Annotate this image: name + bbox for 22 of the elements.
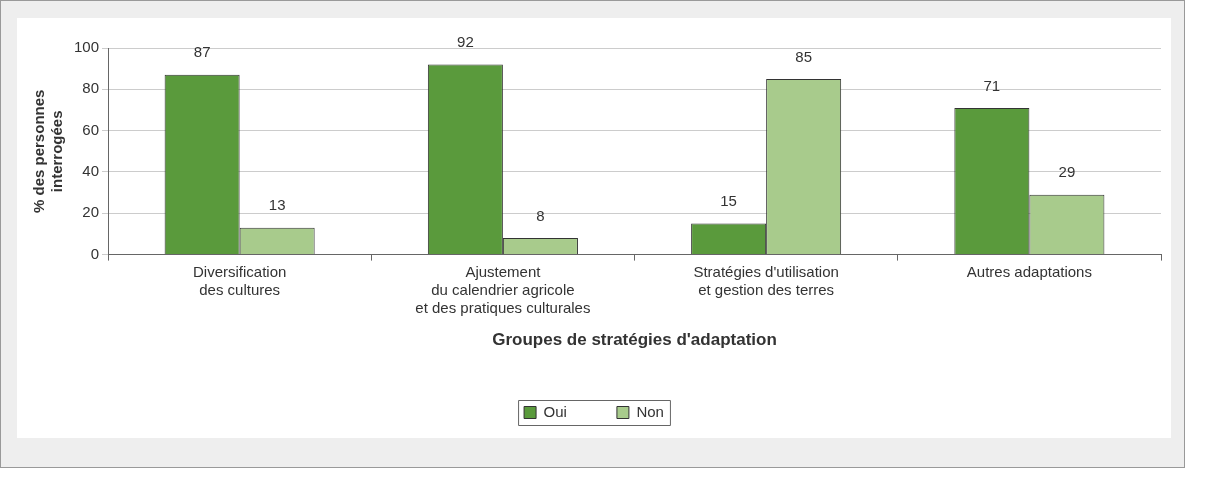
legend-label: Oui xyxy=(543,402,567,420)
x-axis-title: Groupes de stratégies d'adaptation xyxy=(492,330,777,350)
y-tick-label: 100 xyxy=(74,38,100,56)
data-label: 87 xyxy=(193,43,211,61)
data-label: 92 xyxy=(457,33,474,51)
x-tick-label: Stratégies d'utilisation et gestion des terres xyxy=(693,262,839,298)
y-tick-label: 0 xyxy=(90,244,100,262)
x-tick-label: Diversification des cultures xyxy=(192,262,287,298)
y-axis-title: % des personnes interrogées xyxy=(30,89,66,213)
data-label: 29 xyxy=(1058,163,1076,181)
legend-label: Non xyxy=(636,402,664,420)
data-label: 85 xyxy=(795,47,812,65)
y-tick-label: 60 xyxy=(82,120,100,138)
x-tick-label: Autres adaptations xyxy=(966,262,1092,280)
x-tick-label: Ajustement du calendrier agricole et des pratiques culturales xyxy=(415,262,591,316)
data-label: 71 xyxy=(983,76,1001,94)
data-label: 8 xyxy=(536,206,545,224)
data-label: 15 xyxy=(720,192,737,210)
y-tick-label: 20 xyxy=(82,203,100,221)
y-tick-label: 80 xyxy=(82,79,100,97)
data-label: 13 xyxy=(268,196,286,214)
y-tick-label: 40 xyxy=(82,162,100,180)
